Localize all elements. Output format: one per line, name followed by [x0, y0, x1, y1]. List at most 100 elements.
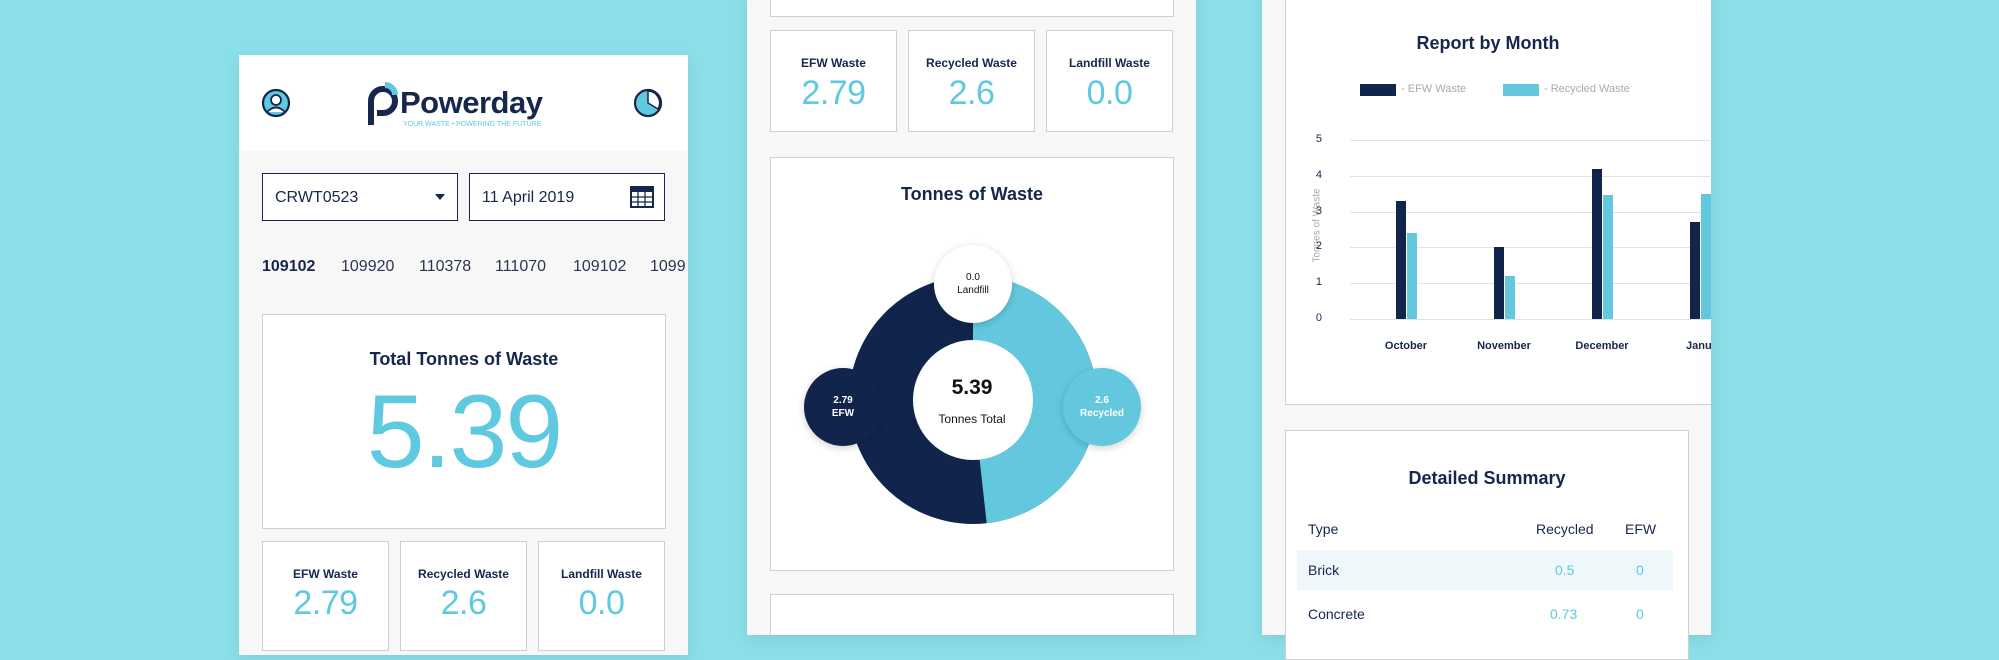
summary-header-efw: EFW — [1625, 521, 1657, 537]
efw-bubble-label: EFW — [831, 408, 855, 419]
legend-recycled-text: Recycled Waste — [1550, 83, 1630, 95]
efw-bubble: 2.79 EFW — [804, 368, 882, 446]
ticket-tab[interactable]: 111070 — [495, 258, 547, 275]
metric-label: EFW Waste — [801, 56, 866, 70]
gridline — [1350, 319, 1710, 320]
total-tonnes-title: Total Tonnes of Waste — [369, 349, 559, 369]
metric-value: 2.6 — [440, 584, 487, 622]
ticket-tab-active[interactable]: 109102 — [262, 258, 316, 275]
previous-card-bottom — [770, 0, 1174, 17]
gridline — [1350, 283, 1710, 285]
recycled-bubble-value: 2.6 — [1095, 395, 1109, 406]
summary-recycled: 0.5 — [1555, 562, 1575, 578]
summary-row: Concrete 0.73 0 — [1297, 594, 1673, 634]
metric-card-efw: EFW Waste 2.79 — [262, 541, 389, 651]
chevron-down-icon — [435, 194, 445, 200]
summary-efw: 0 — [1636, 562, 1644, 578]
total-tonnes-value: 5.39 — [366, 374, 563, 490]
donut-center — [913, 340, 1033, 460]
ticket-tab[interactable]: 109920 — [341, 258, 395, 275]
y-tick-label: 0 — [1315, 312, 1322, 324]
y-tick-label: 5 — [1315, 133, 1322, 145]
report-pie-icon[interactable] — [633, 88, 663, 118]
ticket-tab[interactable]: 1099 — [650, 258, 686, 275]
site-select[interactable]: CRWT0523 — [262, 173, 458, 221]
summary-title: Detailed Summary — [1408, 468, 1566, 488]
brand-logo: Powerday YOUR WASTE • POWERING THE FUTUR… — [361, 81, 571, 133]
metric-label: Recycled Waste — [926, 56, 1017, 70]
next-card-top — [770, 594, 1174, 635]
metric-card-efw: EFW Waste 2.79 — [770, 30, 897, 132]
gridline — [1350, 247, 1710, 249]
legend-efw-text: EFW Waste — [1407, 83, 1466, 95]
metric-card-landfill: Landfill Waste 0.0 — [1046, 30, 1173, 132]
summary-type: Brick — [1308, 562, 1340, 578]
ticket-tab[interactable]: 110378 — [419, 258, 472, 275]
donut-center-label: Tonnes Total — [938, 412, 1006, 426]
gridline — [1350, 140, 1710, 141]
ticket-tab[interactable]: 109102 — [573, 258, 627, 275]
date-picker[interactable]: 11 April 2019 — [469, 173, 665, 221]
bar-efw — [1690, 222, 1700, 319]
landfill-bubble-value: 0.0 — [966, 272, 980, 283]
metric-label: Recycled Waste — [418, 567, 509, 581]
y-tick-label: 4 — [1315, 168, 1322, 181]
metric-value: 2.6 — [948, 74, 995, 112]
bar-recycled — [1407, 233, 1417, 319]
gridline — [1350, 211, 1710, 213]
y-tick-label: 1 — [1315, 276, 1322, 289]
donut-segment-recycled — [973, 276, 1097, 524]
donut-center-value: 5.39 — [951, 376, 993, 399]
summary-header-type: Type — [1308, 521, 1339, 537]
summary-efw: 0 — [1636, 606, 1644, 622]
landfill-bubble-label: Landfill — [957, 285, 989, 296]
donut-chart-card: Tonnes of Waste 5.39 Tonnes Total 0.0 La… — [770, 157, 1174, 571]
efw-bubble-value: 2.79 — [833, 395, 853, 406]
bar-efw — [1494, 247, 1504, 319]
powerday-logo-icon — [368, 82, 398, 125]
metric-label: Landfill Waste — [561, 567, 642, 581]
legend-label-efw: - EFW Waste — [1401, 83, 1466, 95]
metric-card-recycled: Recycled Waste 2.6 — [400, 541, 527, 651]
y-tick-label: 3 — [1315, 204, 1322, 217]
metric-value: 2.79 — [801, 74, 866, 112]
recycled-bubble: 2.6 Recycled — [1063, 368, 1141, 446]
calendar-icon[interactable] — [630, 186, 654, 208]
app-header: Powerday YOUR WASTE • POWERING THE FUTUR… — [239, 55, 688, 151]
site-select-value: CRWT0523 — [275, 189, 359, 206]
profile-icon[interactable] — [261, 88, 291, 118]
y-tick-label: 2 — [1315, 240, 1322, 253]
report-by-month-card: Report by Month — [1285, 0, 1711, 405]
donut-chart — [849, 276, 1097, 524]
brand-name: Powerday — [400, 85, 543, 120]
x-tick-label: November — [1477, 340, 1531, 352]
summary-row: Brick 0.5 0 — [1297, 550, 1673, 590]
donut-chart-title: Tonnes of Waste — [900, 184, 1043, 204]
legend-swatch-efw — [1360, 84, 1396, 96]
metric-card-landfill: Landfill Waste 0.0 — [538, 541, 665, 651]
bar-efw — [1396, 200, 1406, 319]
metric-value: 2.79 — [293, 584, 358, 622]
metric-card-recycled: Recycled Waste 2.6 — [908, 30, 1035, 132]
landfill-bubble: 0.0 Landfill — [934, 245, 1012, 323]
metric-value: 0.0 — [578, 584, 625, 622]
date-picker-value: 11 April 2019 — [482, 189, 575, 206]
legend-swatch-recycled — [1503, 84, 1539, 96]
bar-recycled — [1505, 276, 1515, 319]
summary-type: Concrete — [1308, 606, 1365, 622]
total-tonnes-card: Total Tonnes of Waste 5.39 — [262, 314, 666, 529]
metric-value: 0.0 — [1086, 74, 1133, 112]
bar-recycled — [1701, 193, 1711, 319]
bar-recycled — [1603, 195, 1613, 319]
x-tick-label: Janu — [1686, 340, 1711, 352]
y-axis-label: Tonnes of Waste — [1311, 188, 1323, 263]
mobile-screen-dashboard: Powerday YOUR WASTE • POWERING THE FUTUR… — [239, 55, 688, 655]
metric-label: Landfill Waste — [1069, 56, 1150, 70]
x-tick-label: December — [1575, 340, 1629, 352]
metric-label: EFW Waste — [293, 567, 358, 581]
gridline — [1350, 175, 1710, 177]
mobile-screen-waste-breakdown: EFW Waste 2.79 Recycled Waste 2.6 Landfi… — [747, 0, 1196, 635]
summary-recycled: 0.73 — [1550, 606, 1578, 622]
summary-header-recycled: Recycled — [1536, 521, 1594, 537]
recycled-bubble-label: Recycled — [1080, 408, 1124, 419]
